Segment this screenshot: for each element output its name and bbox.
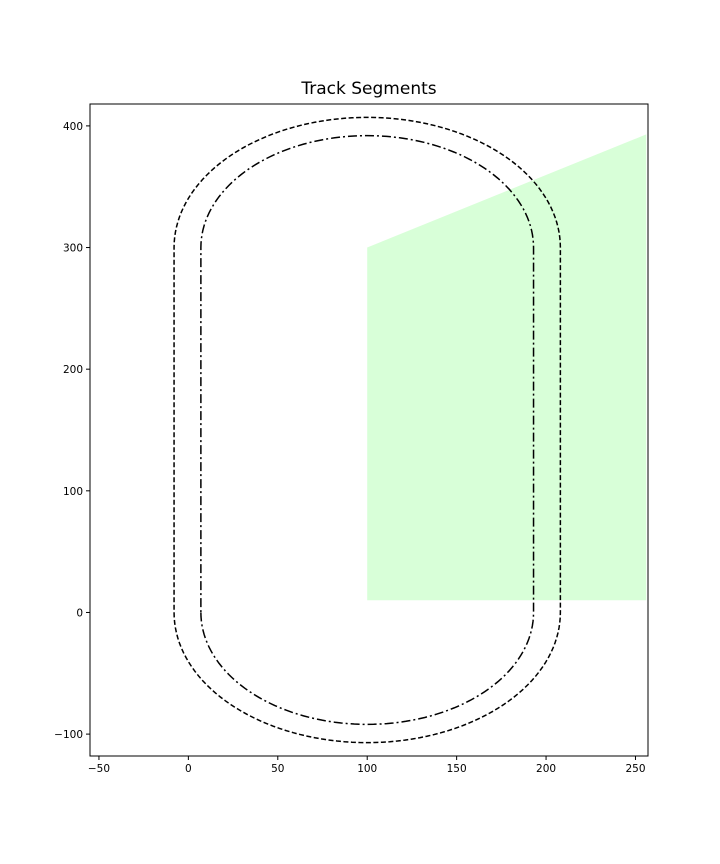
track-line-dashed [173,116,562,744]
plot-frame [89,103,649,757]
x-tick-label: 100 [357,763,377,775]
y-tick-label: 400 [63,121,83,133]
shaded-region-0 [367,134,647,601]
shaded-regions [367,134,647,601]
plot-area [89,103,649,757]
x-axis: −50 0 50 100 150 200 250 [88,756,646,775]
x-tick-label: 0 [185,763,192,775]
chart-title: Track Segments [300,79,436,99]
x-tick-label: −50 [88,763,110,775]
y-tick-label: 0 [76,607,83,619]
y-tick-label: −100 [54,729,83,741]
y-tick-label: 300 [63,243,83,255]
series-group [173,116,562,744]
y-tick-label: 100 [63,486,83,498]
y-axis: −100 0 100 200 300 400 [54,121,90,741]
y-tick-label: 200 [63,364,83,376]
x-tick-label: 150 [447,763,467,775]
x-tick-label: 200 [536,763,556,775]
x-tick-label: 50 [271,763,284,775]
x-tick-label: 250 [625,763,645,775]
track-line-dashdot [200,134,535,726]
